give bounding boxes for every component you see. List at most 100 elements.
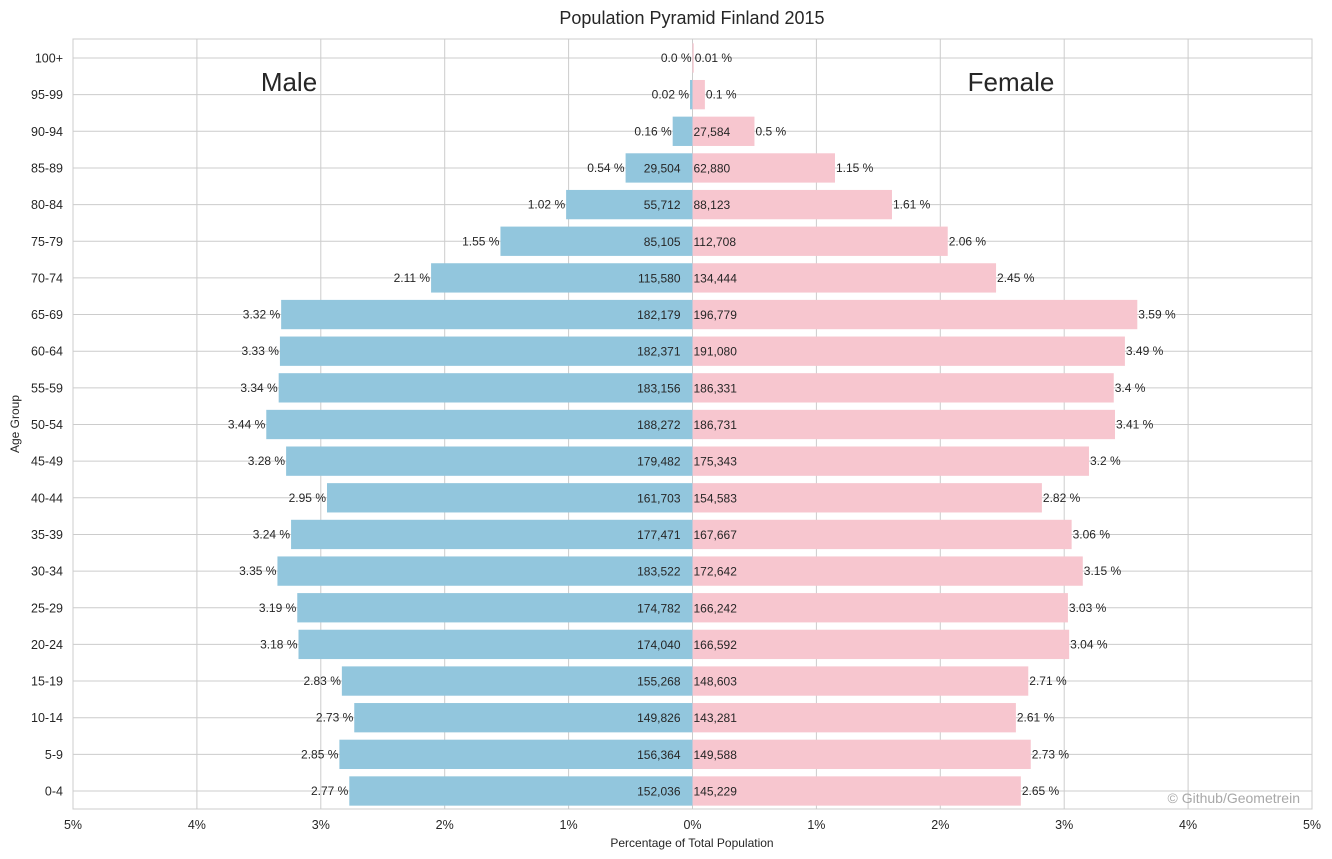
male-count-label: 179,482 (637, 455, 681, 469)
male-count-label: 161,703 (637, 491, 681, 505)
male-count-label: 29,504 (644, 161, 681, 175)
x-tick-label: 3% (312, 818, 330, 832)
female-count-label: 196,779 (694, 308, 738, 322)
male-percent-label: 3.18 % (260, 637, 298, 651)
female-percent-label: 2.61 % (1017, 711, 1055, 725)
bar-male (672, 116, 693, 146)
male-percent-label: 3.34 % (240, 381, 278, 395)
y-tick-label: 60-64 (31, 345, 63, 359)
x-axis-label: Percentage of Total Population (610, 836, 773, 850)
male-count-label: 149,826 (637, 711, 681, 725)
bar-male (281, 299, 693, 330)
female-count-label: 154,583 (694, 491, 738, 505)
bar-female (692, 593, 1068, 623)
male-percent-label: 0.16 % (634, 124, 672, 138)
bar-female (692, 116, 755, 146)
male-percent-label: 2.95 % (289, 491, 327, 505)
bar-male (690, 79, 693, 110)
y-tick-label: 30-34 (31, 565, 63, 579)
bar-male (277, 556, 693, 586)
male-percent-label: 3.44 % (228, 418, 266, 432)
bar-female (692, 189, 892, 220)
female-percent-label: 0.5 % (755, 124, 786, 138)
female-percent-label: 1.15 % (836, 161, 874, 175)
female-percent-label: 3.06 % (1073, 527, 1111, 541)
female-percent-label: 3.59 % (1138, 308, 1176, 322)
female-count-label: 145,229 (694, 785, 738, 799)
bar-male (298, 629, 693, 660)
bars (266, 43, 1138, 806)
male-percent-label: 3.35 % (239, 564, 277, 578)
female-count-label: 62,880 (694, 161, 731, 175)
male-count-label: 183,522 (637, 565, 681, 579)
female-count-label: 149,588 (694, 748, 738, 762)
bar-female (692, 373, 1114, 403)
female-count-label: 27,584 (694, 125, 731, 139)
bar-male (349, 776, 693, 806)
female-percent-label: 2.65 % (1022, 784, 1060, 798)
x-tick-label: 5% (1303, 818, 1321, 832)
bar-female (692, 79, 705, 110)
female-count-label: 166,592 (694, 638, 738, 652)
bar-male (278, 373, 693, 403)
bar-labels: 0.0 % 0.01 % 0.02 % 0.1 % 0.16 % 0.5 % 27,584 0… (228, 51, 1176, 799)
y-tick-label: 15-19 (31, 675, 63, 689)
female-percent-label: 3.03 % (1069, 601, 1107, 615)
male-percent-label: 2.83 % (304, 674, 342, 688)
bar-female (692, 703, 1016, 733)
bar-male (339, 739, 693, 770)
female-count-label: 186,331 (694, 381, 738, 395)
y-tick-label: 50-54 (31, 418, 63, 432)
y-tick-label: 0-4 (45, 785, 63, 799)
male-percent-label: 2.85 % (301, 747, 339, 761)
bar-female (692, 629, 1070, 660)
male-count-label: 174,782 (637, 601, 681, 615)
female-percent-label: 2.45 % (997, 271, 1035, 285)
male-count-label: 115,580 (638, 271, 681, 285)
male-count-label: 156,364 (637, 748, 681, 762)
female-percent-label: 1.61 % (893, 198, 931, 212)
female-percent-label: 3.2 % (1090, 454, 1121, 468)
y-tick-label: 75-79 (31, 235, 63, 249)
male-percent-label: 3.28 % (248, 454, 286, 468)
female-count-label: 191,080 (694, 345, 738, 359)
female-percent-label: 3.15 % (1084, 564, 1122, 578)
bar-male (341, 666, 693, 696)
bar-male (266, 409, 693, 440)
bar-female (692, 483, 1042, 513)
x-tick-label: 5% (64, 818, 82, 832)
male-percent-label: 1.55 % (462, 234, 500, 248)
male-percent-label: 2.77 % (311, 784, 349, 798)
x-tick-label: 2% (931, 818, 949, 832)
x-tick-label: 4% (1179, 818, 1197, 832)
y-tick-label: 95-99 (31, 88, 63, 102)
female-count-label: 143,281 (694, 711, 738, 725)
female-percent-label: 3.41 % (1116, 418, 1154, 432)
male-count-label: 152,036 (637, 785, 681, 799)
bar-male (500, 226, 693, 256)
female-count-label: 186,731 (694, 418, 738, 432)
y-axis-label: Age Group (8, 395, 22, 453)
female-percent-label: 2.73 % (1032, 747, 1070, 761)
y-tick-label: 90-94 (31, 125, 63, 139)
y-tick-label: 55-59 (31, 381, 63, 395)
female-percent-label: 2.71 % (1029, 674, 1067, 688)
axis-ticks: 5% 4% 3% 2% 1% 0% 1% 2% 3% 4% 5% 100+ 95-99 90-94 85-8… (31, 52, 1321, 833)
bar-male (566, 189, 693, 220)
bar-female (692, 519, 1072, 550)
x-tick-label: 4% (188, 818, 206, 832)
credit-watermark: © Github/Geometrein (1168, 790, 1301, 806)
bar-male (286, 446, 693, 476)
male-percent-label: 3.19 % (259, 601, 297, 615)
male-percent-label: 0.0 % (661, 51, 692, 65)
male-count-label: 85,105 (644, 235, 681, 249)
female-percent-label: 0.1 % (706, 88, 737, 102)
y-tick-label: 100+ (35, 52, 63, 66)
female-label: Female (968, 67, 1055, 97)
y-tick-label: 65-69 (31, 308, 63, 322)
bar-female (692, 739, 1031, 770)
y-tick-label: 5-9 (45, 748, 63, 762)
y-tick-label: 45-49 (31, 455, 63, 469)
bar-male (326, 483, 693, 513)
